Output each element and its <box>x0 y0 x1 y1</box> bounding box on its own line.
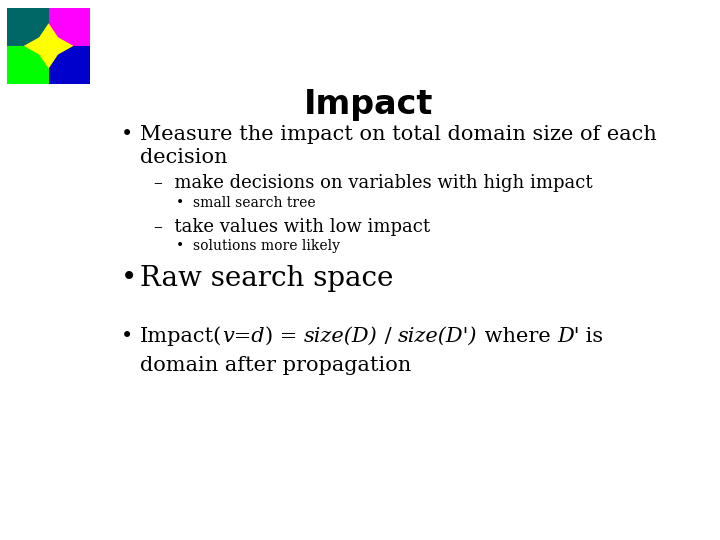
Text: v=d: v=d <box>222 327 265 346</box>
Text: D': D' <box>557 327 580 346</box>
Text: decision: decision <box>140 148 228 167</box>
Text: •: • <box>121 125 133 144</box>
Text: •  solutions more likely: • solutions more likely <box>176 239 341 253</box>
Text: ) =: ) = <box>265 327 304 346</box>
Text: Impact(: Impact( <box>140 327 222 347</box>
Text: –  take values with low impact: – take values with low impact <box>154 218 431 236</box>
Text: size(D): size(D) <box>304 327 378 346</box>
Text: Raw search space: Raw search space <box>140 265 394 292</box>
Text: •  small search tree: • small search tree <box>176 196 316 210</box>
Text: •: • <box>121 265 137 292</box>
Text: where: where <box>477 327 557 346</box>
Text: •: • <box>121 327 133 346</box>
Text: size(D'): size(D') <box>398 327 477 346</box>
Text: –  make decisions on variables with high impact: – make decisions on variables with high … <box>154 174 593 192</box>
Text: domain after propagation: domain after propagation <box>140 356 411 375</box>
Text: Measure the impact on total domain size of each: Measure the impact on total domain size … <box>140 125 657 144</box>
Text: is: is <box>580 327 603 346</box>
Text: /: / <box>378 327 398 346</box>
Text: Impact: Impact <box>305 87 433 120</box>
